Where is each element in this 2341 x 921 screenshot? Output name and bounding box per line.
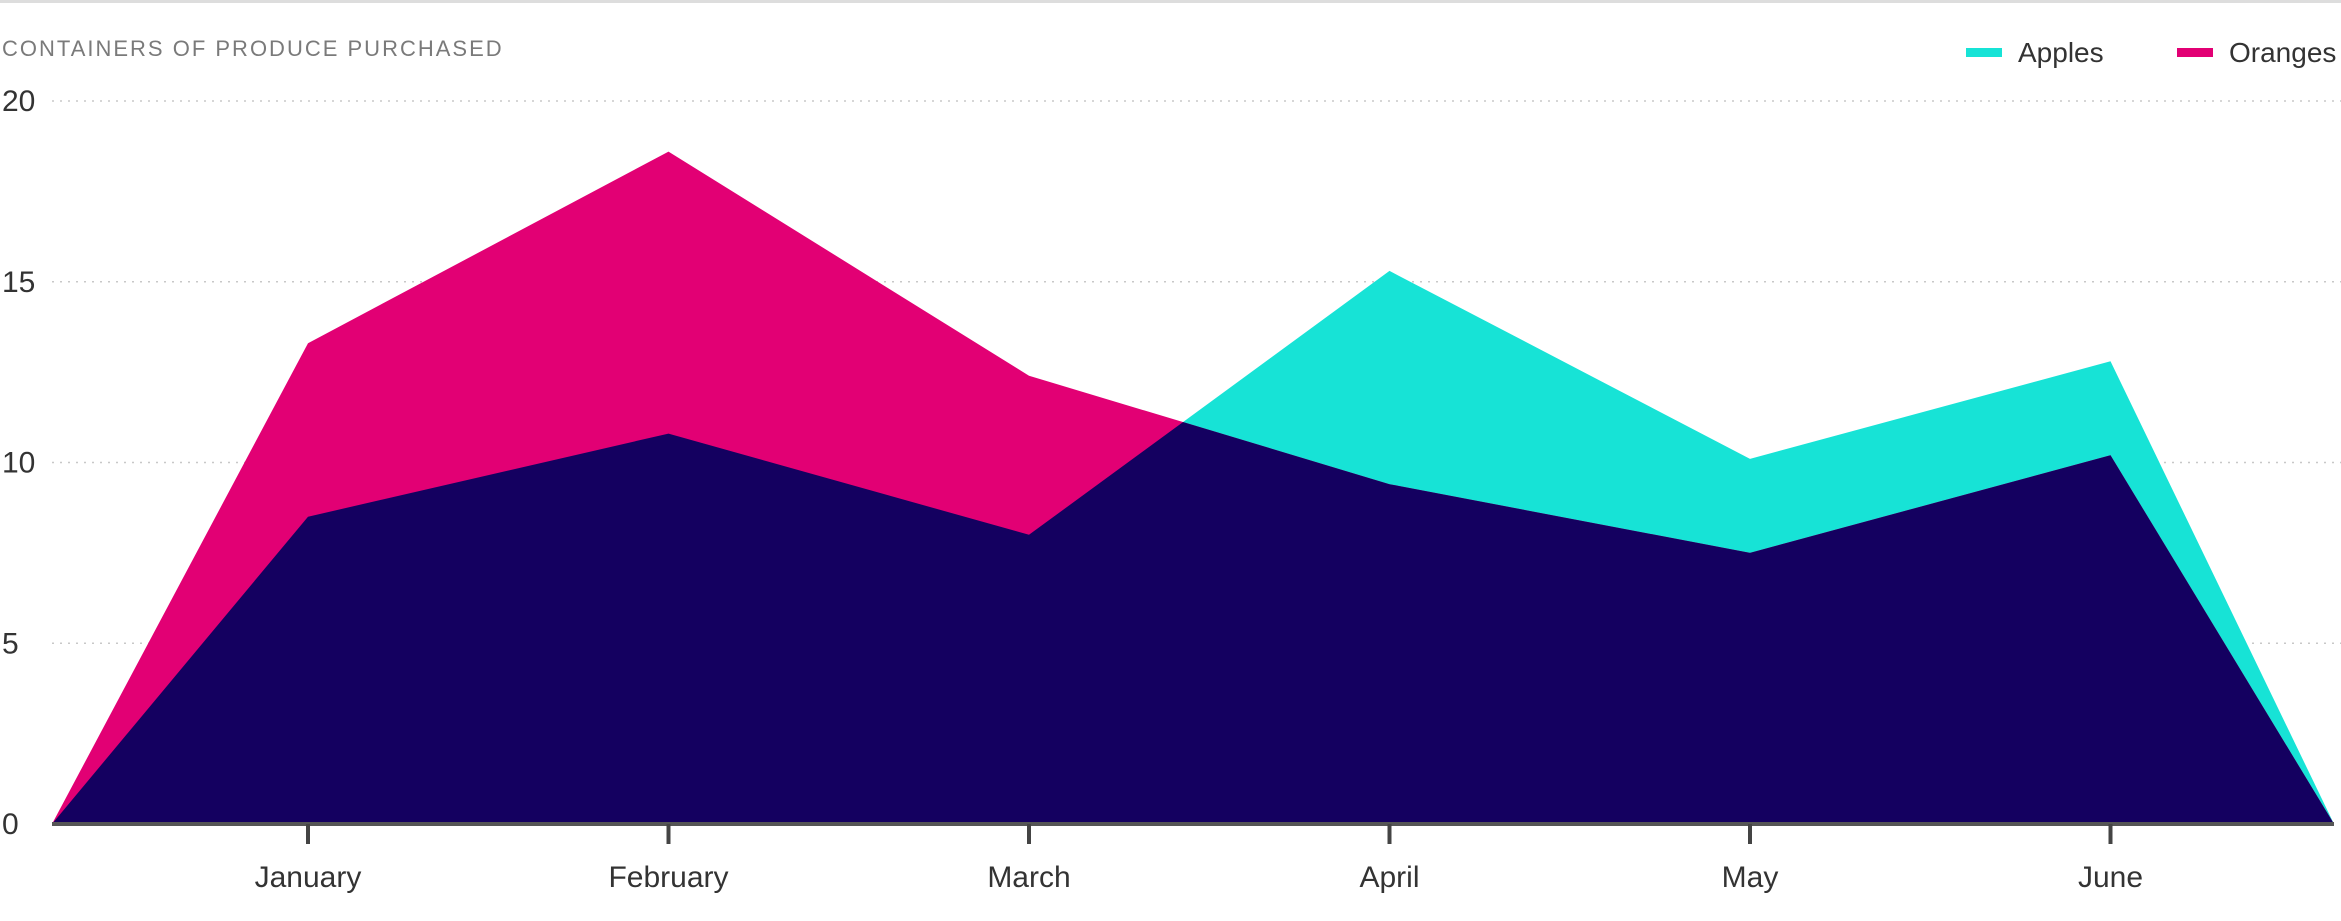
x-tick-label: April [1359, 861, 1419, 894]
legend-swatch [1966, 48, 2002, 57]
y-axis-title: CONTAINERS OF PRODUCE PURCHASED [2, 36, 504, 61]
legend-label: Oranges [2229, 37, 2336, 68]
legend-label: Apples [2018, 37, 2104, 68]
series-areas [52, 151, 2334, 825]
legend: Apples Oranges [1966, 37, 2336, 68]
legend-swatch [2177, 48, 2213, 57]
y-axis-ticks: 0 5 10 15 20 [2, 85, 35, 841]
x-tick-label: February [608, 861, 728, 894]
y-tick-label: 15 [2, 266, 35, 299]
y-tick-label: 20 [2, 85, 35, 118]
x-axis: January February March April May June [52, 822, 2334, 894]
x-tick-label: March [987, 861, 1070, 894]
y-tick-label: 0 [2, 808, 19, 841]
x-tick-label: May [1722, 861, 1779, 894]
x-tick-label: January [255, 861, 362, 894]
x-tick-label: June [2078, 861, 2143, 894]
y-tick-label: 10 [2, 447, 35, 480]
y-tick-label: 5 [2, 627, 19, 660]
